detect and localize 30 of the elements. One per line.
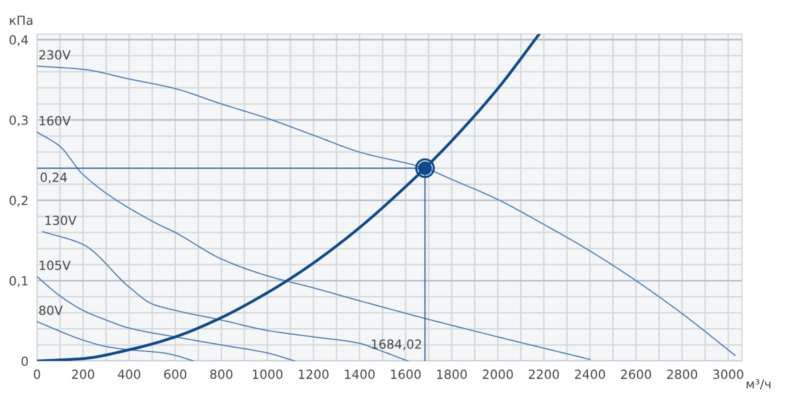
y-tick-label: 0,3 <box>10 115 28 126</box>
y-tick-label: 0,1 <box>10 276 28 287</box>
x-tick-label: 1800 <box>437 370 467 380</box>
x-tick-label: 2200 <box>528 370 559 380</box>
x-tick-label: 2800 <box>667 370 698 380</box>
series-label: 105V <box>40 260 71 270</box>
annotation: 1684,02 <box>372 339 421 350</box>
x-tick-label: 200 <box>72 370 94 380</box>
series-label: 230V <box>39 50 71 60</box>
y-tick-label: 0 <box>22 356 28 366</box>
series-label: 160V <box>40 116 71 126</box>
x-tick-label: 1600 <box>391 370 421 380</box>
x-tick-label: 1000 <box>252 370 282 380</box>
x-tick-label: 600 <box>164 370 186 380</box>
x-tick-label: 400 <box>118 370 140 380</box>
series-label: 130V <box>46 216 76 226</box>
x-tick-label: 2600 <box>621 370 652 380</box>
x-tick-label: 1200 <box>298 370 329 380</box>
y-axis-title: кПа <box>10 16 32 26</box>
x-tick-label: 2400 <box>574 370 606 380</box>
x-tick-label: 1400 <box>345 370 375 380</box>
x-tick-label: 2000 <box>482 370 513 380</box>
x-tick-label: 800 <box>210 370 232 380</box>
x-tick-label: 0 <box>34 370 40 380</box>
series-label: 80V <box>39 306 63 316</box>
y-tick-label: 0,4 <box>10 35 28 46</box>
y-tick-label: 0,2 <box>10 196 28 207</box>
x-tick-label: 3000 <box>713 370 744 380</box>
x-axis-title: м³/ч <box>746 379 770 390</box>
annotation: 0,24 <box>40 172 67 184</box>
